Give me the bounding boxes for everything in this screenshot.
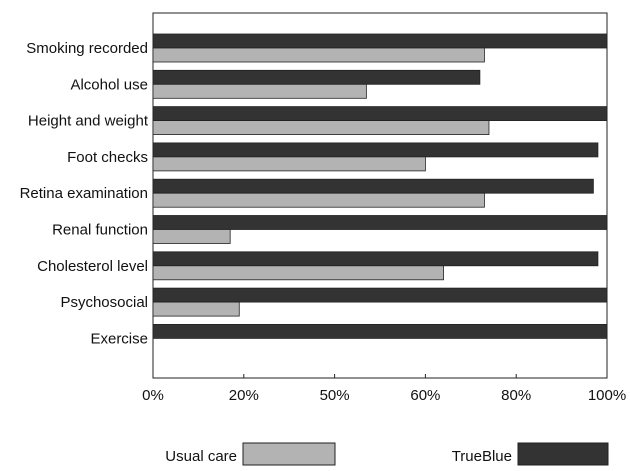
bar-trueblue-smoking-recorded bbox=[152, 33, 608, 49]
x-tick-label: 50% bbox=[320, 387, 350, 404]
bar-trueblue-renal-function bbox=[152, 215, 608, 230]
x-tick-label: 20% bbox=[229, 387, 259, 404]
legend-label-usual-care: Usual care bbox=[165, 448, 237, 465]
x-tick-label: 80% bbox=[501, 387, 531, 404]
bar-trueblue-psychosocial bbox=[152, 287, 608, 303]
bar-usual-care-renal-function bbox=[152, 229, 231, 244]
bar-trueblue-foot-checks bbox=[152, 142, 599, 158]
x-tick-label: 0% bbox=[142, 387, 164, 404]
category-label-smoking-recorded: Smoking recorded bbox=[26, 40, 148, 57]
legend: Usual care TrueBlue bbox=[165, 442, 609, 466]
bar-usual-care-height-and-weight bbox=[152, 120, 490, 135]
category-label-foot-checks: Foot checks bbox=[67, 149, 148, 166]
bar-usual-care-psychosocial bbox=[152, 301, 240, 317]
legend-swatch-usual-care bbox=[242, 442, 336, 466]
legend-swatch-trueblue bbox=[517, 442, 609, 466]
category-label-psychosocial: Psychosocial bbox=[60, 294, 148, 311]
bar-trueblue-cholesterol-level bbox=[152, 251, 599, 267]
bar-trueblue-exercise bbox=[152, 323, 608, 339]
category-label-renal-function: Renal function bbox=[52, 222, 148, 239]
category-label-height-and-weight: Height and weight bbox=[28, 113, 149, 130]
legend-label-trueblue: TrueBlue bbox=[452, 448, 512, 465]
x-axis-ticks: 0% 20% 50% 60% 80% 100% bbox=[142, 374, 626, 404]
bar-usual-care-retina-examination bbox=[152, 192, 485, 208]
category-label-alcohol-use: Alcohol use bbox=[70, 76, 148, 93]
category-label-exercise: Exercise bbox=[90, 330, 148, 347]
category-labels: Smoking recorded Alcohol use Height and we… bbox=[20, 40, 149, 347]
bars-group bbox=[152, 33, 608, 339]
x-tick-label: 60% bbox=[410, 387, 440, 404]
bar-usual-care-smoking-recorded bbox=[152, 47, 485, 63]
bar-usual-care-foot-checks bbox=[152, 156, 426, 172]
bar-trueblue-alcohol-use bbox=[152, 69, 481, 85]
bar-trueblue-retina-examination bbox=[152, 178, 594, 194]
bar-trueblue-height-and-weight bbox=[152, 106, 608, 121]
bar-usual-care-alcohol-use bbox=[152, 83, 367, 99]
x-tick-label: 100% bbox=[588, 387, 626, 404]
category-label-cholesterol-level: Cholesterol level bbox=[37, 258, 148, 275]
category-label-retina-examination: Retina examination bbox=[20, 185, 148, 202]
bar-usual-care-cholesterol-level bbox=[152, 265, 444, 281]
